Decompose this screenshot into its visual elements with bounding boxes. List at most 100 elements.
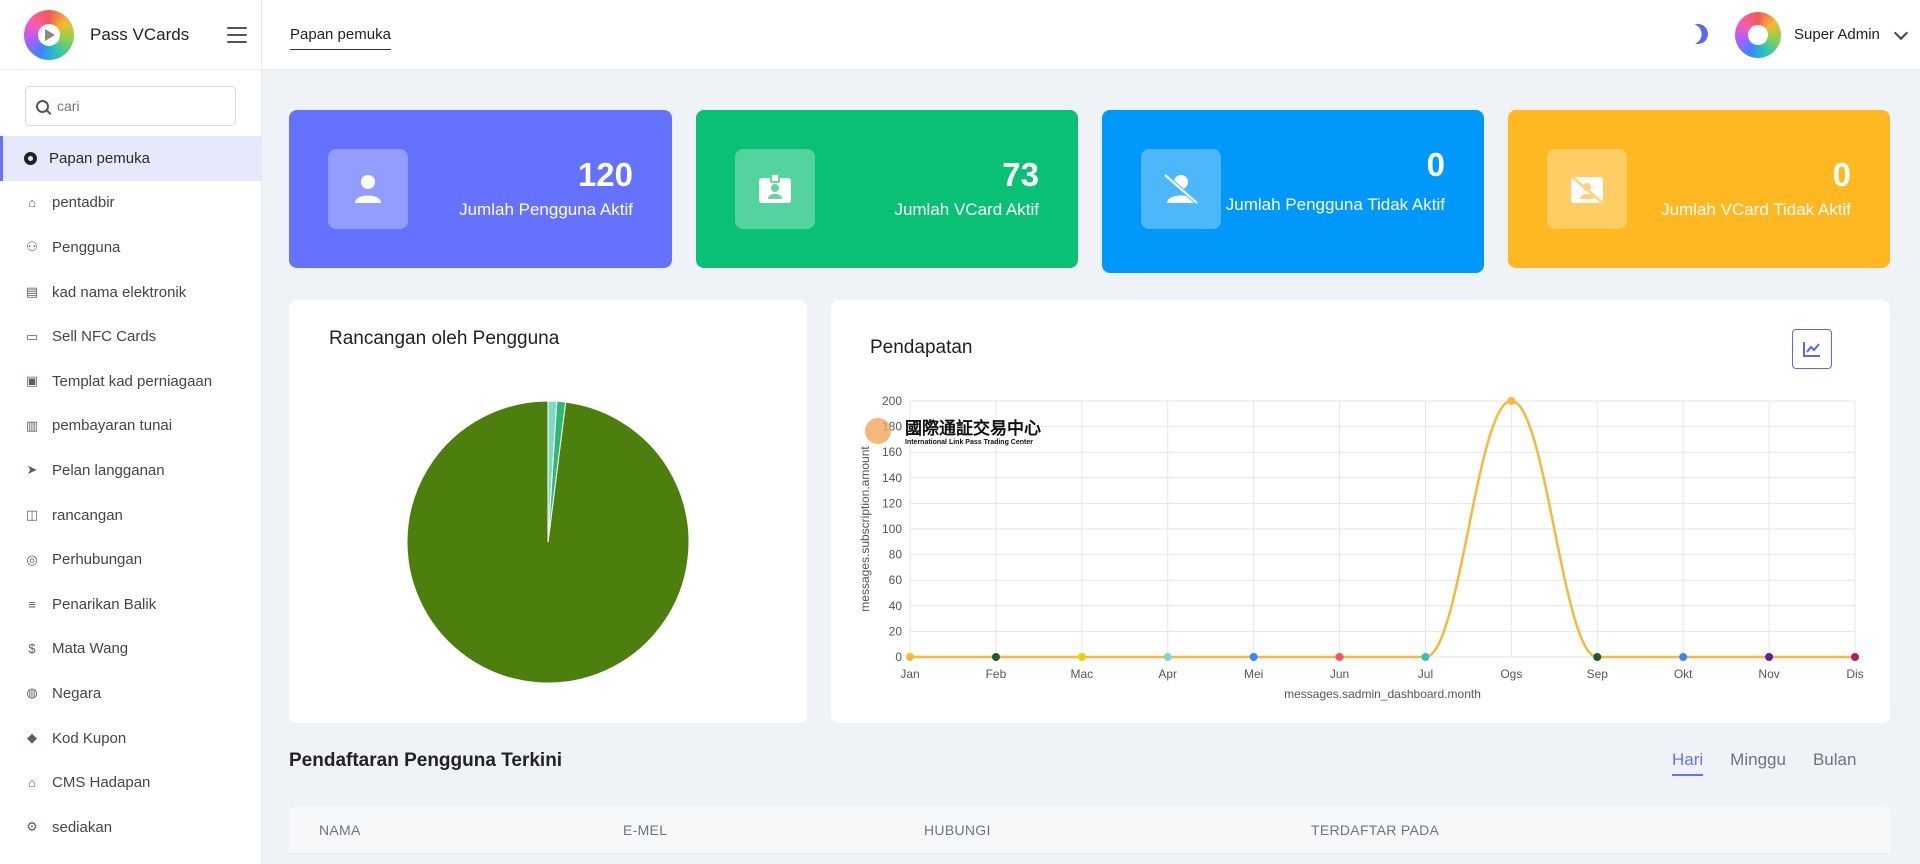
dollar-icon: $ (28, 641, 36, 657)
x-tick-label: Okt (1674, 667, 1693, 681)
search-icon (36, 99, 49, 113)
data-point[interactable] (1335, 653, 1344, 661)
tab-dashboard[interactable]: Papan pemuka (290, 26, 391, 50)
dashboard-icon (24, 151, 37, 165)
sidebar-item-label: Negara (52, 684, 102, 702)
sidebar-item-label: Sell NFC Cards (52, 328, 157, 346)
x-tick-label: Mac (1070, 667, 1093, 681)
users-icon: ⚇ (26, 239, 38, 255)
credit-card-icon: ▭ (25, 328, 39, 344)
data-point[interactable] (1421, 653, 1430, 661)
stat-label: Jumlah VCard Aktif (894, 200, 1039, 219)
data-point[interactable] (1765, 653, 1774, 661)
data-point[interactable] (906, 653, 914, 661)
panel-title: Rancangan oleh Pengguna (329, 328, 560, 349)
plans-by-user-panel: Rancangan oleh Pengguna (289, 300, 807, 723)
data-point[interactable] (1851, 653, 1859, 661)
sidebar-item-cms-hadapan[interactable]: ⌂ CMS Hadapan (0, 760, 261, 805)
x-tick-label: Feb (986, 667, 1007, 681)
sidebar-item-penarikan-balik[interactable]: ≡ Penarikan Balik (0, 582, 261, 627)
dark-mode-icon[interactable] (1685, 21, 1711, 47)
stat-value: 73 (1002, 156, 1039, 193)
data-point[interactable] (1077, 653, 1086, 661)
stat-value: 0 (1832, 156, 1851, 193)
stat-card-inactive-users: 0 Jumlah Pengguna Tidak Aktif (1102, 110, 1484, 273)
sidebar-item-templat-kad-perniagaan[interactable]: ▣ Templat kad perniagaan (0, 359, 261, 404)
sidebar-item-pembayaran-tunai[interactable]: ▥ pembayaran tunai (0, 404, 261, 449)
sidebar-item-label: pembayaran tunai (52, 417, 173, 435)
stat-card-active-users: 120 Jumlah Pengguna Aktif (289, 110, 672, 268)
data-point[interactable] (1507, 397, 1516, 405)
column-header[interactable]: HUBUNGI (924, 822, 991, 838)
column-header[interactable]: E-MEL (623, 822, 668, 838)
panel-title: Pendapatan (870, 337, 973, 358)
y-tick-label: 40 (889, 599, 903, 613)
paper-plane-icon: ➤ (26, 462, 38, 478)
x-tick-label: Sep (1587, 667, 1609, 681)
tab-day[interactable]: Hari (1672, 750, 1704, 776)
menu-toggle-icon[interactable] (227, 26, 248, 43)
sidebar-item-negara[interactable]: ◍ Negara (0, 671, 261, 716)
search-input[interactable] (57, 98, 227, 114)
line-chart-icon (1803, 342, 1820, 357)
y-tick-label: 20 (889, 624, 903, 638)
data-point[interactable] (1679, 653, 1688, 661)
sidebar: Pass VCards Papan pemuka ⌂ pentadbir ⚇ Pengg… (0, 0, 262, 864)
sidebar-item-rancangan[interactable]: ◫ rancangan (0, 493, 261, 538)
vcard-slash-icon (1547, 149, 1627, 229)
x-tick-label: Jun (1330, 667, 1349, 681)
stat-label: Jumlah Pengguna Aktif (459, 200, 633, 219)
revenue-panel: Pendapatan 0 20 40 60 80 100 120 140 160 180 200 Ja… (831, 300, 1890, 723)
stat-value: 0 (1426, 146, 1445, 183)
y-axis-title: messages.subscription.amount (858, 446, 872, 612)
x-tick-label: Ogs (1500, 667, 1522, 681)
watermark-subtitle: International Link Pass Trading Center (905, 439, 1033, 446)
y-tick-label: 0 (895, 650, 902, 664)
receipt-icon: ≡ (28, 596, 36, 612)
id-card-icon: ▤ (25, 284, 39, 300)
sidebar-item-sell-nfc-cards[interactable]: ▭ Sell NFC Cards (0, 314, 261, 359)
user-slash-icon (1141, 149, 1221, 229)
app-name: Pass VCards (90, 24, 190, 44)
sidebar-item-pengguna[interactable]: ⚇ Pengguna (0, 225, 261, 270)
x-tick-label: Apr (1158, 667, 1177, 681)
y-tick-label: 160 (882, 445, 902, 459)
brand: Pass VCards (0, 0, 261, 70)
sidebar-item-kad-nama-elektronik[interactable]: ▤ kad nama elektronik (0, 270, 261, 315)
globe-icon: ◍ (26, 685, 38, 701)
sidebar-item-kod-kupon[interactable]: ◆ Kod Kupon (0, 716, 261, 761)
pie-slice[interactable] (547, 400, 567, 543)
sidebar-item-pentadbir[interactable]: ⌂ pentadbir (0, 181, 261, 226)
app-logo[interactable] (24, 9, 74, 60)
sidebar-item-label: kad nama elektronik (52, 283, 187, 301)
data-point[interactable] (1249, 653, 1258, 661)
sidebar-search[interactable] (25, 86, 236, 126)
layout-icon: ◫ (25, 507, 39, 523)
user-name[interactable]: Super Admin (1794, 26, 1880, 43)
column-header[interactable]: TERDAFTAR PADA (1311, 822, 1440, 838)
top-bar: Papan pemuka Super Admin (262, 0, 1920, 70)
data-point[interactable] (1593, 653, 1602, 661)
y-tick-label: 200 (882, 394, 902, 408)
sidebar-item-mata-wang[interactable]: $ Mata Wang (0, 627, 261, 672)
sidebar-item-perhubungan[interactable]: ◎ Perhubungan (0, 537, 261, 582)
sidebar-item-label: sediakan (52, 818, 113, 836)
chart-type-button[interactable] (1792, 329, 1832, 369)
sidebar-item-pelan-langganan[interactable]: ➤ Pelan langganan (0, 448, 261, 493)
sidebar-item-label: CMS Hadapan (52, 774, 151, 792)
sidebar-nav: Papan pemuka ⌂ pentadbir ⚇ Pengguna ▤ kad nama… (0, 136, 261, 850)
stat-card-active-vcards: 73 Jumlah VCard Aktif (696, 110, 1078, 268)
chevron-down-icon[interactable] (1893, 25, 1909, 41)
data-point[interactable] (991, 653, 1000, 661)
cash-icon: ▥ (25, 417, 39, 433)
x-tick-label: Jul (1418, 667, 1433, 681)
sidebar-item-sediakan[interactable]: ⚙ sediakan (0, 805, 261, 850)
vcard-icon (735, 149, 815, 229)
watermark-title: 國際通証交易中心 (905, 418, 1041, 439)
tab-month[interactable]: Bulan (1812, 750, 1857, 769)
tab-week[interactable]: Minggu (1730, 750, 1786, 769)
avatar[interactable] (1735, 12, 1781, 58)
data-point[interactable] (1163, 653, 1172, 661)
sidebar-item-papan-pemuka[interactable]: Papan pemuka (0, 136, 261, 181)
column-header[interactable]: NAMA (319, 822, 361, 838)
